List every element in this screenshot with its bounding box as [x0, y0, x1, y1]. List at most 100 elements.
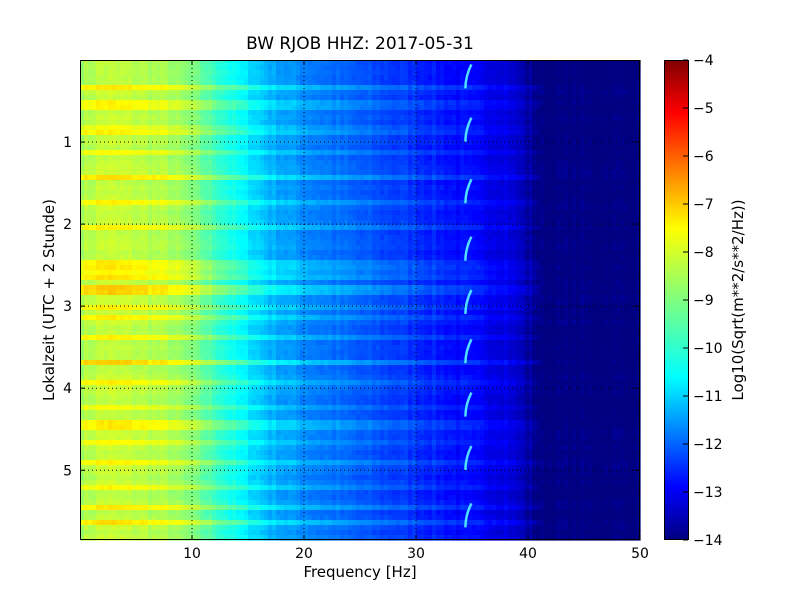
heatmap-cell: [180, 135, 185, 141]
heatmap-cell: [552, 120, 557, 126]
heatmap-cell: [624, 150, 629, 156]
heatmap-cell: [604, 90, 609, 96]
heatmap-cell: [204, 165, 209, 171]
heatmap-cell: [352, 125, 357, 131]
heatmap-cell: [416, 145, 421, 151]
heatmap-cell: [608, 90, 613, 96]
heatmap-cell: [624, 105, 629, 111]
heatmap-cell: [100, 145, 105, 151]
heatmap-cell: [164, 215, 169, 221]
heatmap-cell: [156, 200, 161, 206]
heatmap-cell: [184, 105, 189, 111]
heatmap-cell: [100, 215, 105, 221]
heatmap-cell: [136, 90, 141, 96]
heatmap-cell: [588, 175, 593, 181]
heatmap-cell: [220, 65, 225, 71]
heatmap-cell: [408, 65, 413, 71]
heatmap-cell: [300, 120, 305, 126]
heatmap-cell: [372, 80, 377, 86]
heatmap-cell: [628, 60, 633, 66]
heatmap-cell: [204, 155, 209, 161]
heatmap-cell: [308, 160, 313, 166]
heatmap-cell: [616, 175, 621, 181]
heatmap-cell: [460, 150, 465, 156]
heatmap-cell: [120, 95, 125, 101]
heatmap-cell: [220, 225, 225, 231]
heatmap-cell: [392, 105, 397, 111]
heatmap-cell: [576, 155, 581, 161]
heatmap-cell: [140, 150, 145, 156]
heatmap-cell: [472, 120, 477, 126]
heatmap-cell: [444, 125, 449, 131]
heatmap-cell: [428, 85, 433, 91]
heatmap-cell: [604, 230, 609, 236]
heatmap-cell: [400, 110, 405, 116]
heatmap-cell: [256, 155, 261, 161]
heatmap-cell: [100, 70, 105, 76]
heatmap-cell: [104, 145, 109, 151]
heatmap-cell: [292, 175, 297, 181]
heatmap-cell: [252, 125, 257, 131]
heatmap-cell: [456, 140, 461, 146]
heatmap-cell: [308, 230, 313, 236]
heatmap-cell: [472, 100, 477, 106]
heatmap-cell: [588, 170, 593, 176]
heatmap-cell: [628, 180, 633, 186]
heatmap-cell: [424, 140, 429, 146]
heatmap-cell: [144, 145, 149, 151]
heatmap-cell: [424, 145, 429, 151]
heatmap-cell: [204, 235, 209, 241]
heatmap-cell: [220, 115, 225, 121]
heatmap-cell: [112, 75, 117, 81]
heatmap-cell: [276, 220, 281, 226]
heatmap-cell: [524, 60, 529, 66]
heatmap-cell: [400, 115, 405, 121]
heatmap-cell: [308, 75, 313, 81]
heatmap-cell: [300, 200, 305, 206]
heatmap-cell: [404, 210, 409, 216]
heatmap-cell: [312, 170, 317, 176]
heatmap-cell: [444, 70, 449, 76]
heatmap-cell: [248, 205, 253, 211]
heatmap-cell: [216, 175, 221, 181]
heatmap-cell: [224, 95, 229, 101]
heatmap-cell: [444, 100, 449, 106]
heatmap-cell: [288, 160, 293, 166]
heatmap-cell: [316, 115, 321, 121]
heatmap-cell: [144, 150, 149, 156]
heatmap-cell: [240, 190, 245, 196]
heatmap-cell: [552, 100, 557, 106]
heatmap-cell: [84, 85, 89, 91]
heatmap-cell: [260, 220, 265, 226]
heatmap-cell: [304, 60, 309, 66]
heatmap-cell: [360, 110, 365, 116]
heatmap-cell: [220, 165, 225, 171]
heatmap-cell: [528, 215, 533, 221]
heatmap-cell: [488, 65, 493, 71]
heatmap-cell: [128, 125, 133, 131]
heatmap-cell: [300, 110, 305, 116]
heatmap-cell: [412, 70, 417, 76]
heatmap-cell: [432, 70, 437, 76]
heatmap-cell: [312, 175, 317, 181]
heatmap-cell: [352, 220, 357, 226]
heatmap-cell: [100, 160, 105, 166]
heatmap-cell: [300, 60, 305, 66]
heatmap-cell: [356, 135, 361, 141]
heatmap-cell: [348, 125, 353, 131]
heatmap-cell: [452, 175, 457, 181]
heatmap-cell: [592, 130, 597, 136]
heatmap-cell: [244, 115, 249, 121]
heatmap-cell: [580, 200, 585, 206]
heatmap-cell: [200, 160, 205, 166]
heatmap-cell: [276, 140, 281, 146]
heatmap-cell: [432, 110, 437, 116]
heatmap-cell: [360, 80, 365, 86]
heatmap-cell: [344, 190, 349, 196]
heatmap-cell: [368, 140, 373, 146]
heatmap-cell: [276, 230, 281, 236]
heatmap-cell: [180, 110, 185, 116]
heatmap-cell: [176, 210, 181, 216]
heatmap-cell: [632, 140, 637, 146]
heatmap-cell: [396, 200, 401, 206]
